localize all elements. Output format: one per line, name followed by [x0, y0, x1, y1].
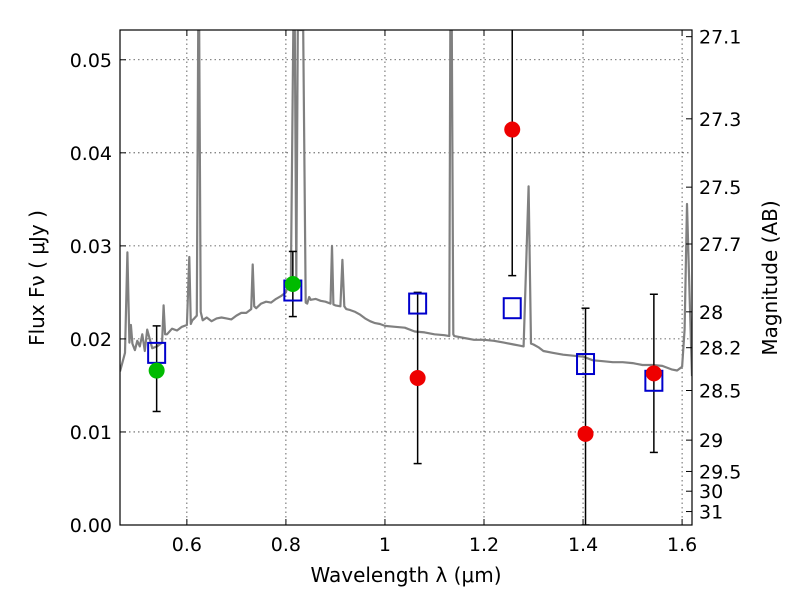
data-point-layer [148, 121, 662, 442]
x-axis-ticks: 0.6 0.8 1 1.2 1.4 1.6 [172, 30, 697, 556]
x-tick-label-0: 0.6 [172, 534, 202, 556]
red-points-point-3 [645, 365, 662, 382]
mag-tick-label-8: 29.5 [699, 461, 741, 483]
x-tick-label-3: 1.2 [469, 534, 499, 556]
mag-tick-label-9: 30 [699, 481, 723, 503]
y-tick-label-2: 0.02 [70, 329, 112, 351]
red-points-point-0 [409, 369, 426, 386]
x-tick-label-5: 1.6 [667, 534, 697, 556]
green-points-point-1 [284, 276, 301, 293]
y-axis-ticks: 0.00 0.01 0.02 0.03 0.04 0.05 [70, 50, 126, 537]
y-tick-label-5: 0.05 [70, 50, 112, 72]
mag-tick-label-1: 27.3 [699, 109, 741, 131]
red-points-point-2 [577, 425, 594, 442]
model-box-4 [576, 353, 596, 376]
model-box-2 [408, 292, 428, 315]
mag-tick-label-2: 27.5 [699, 177, 741, 199]
y-tick-label-4: 0.04 [70, 143, 112, 165]
mag-tick-label-0: 27.1 [699, 27, 741, 49]
right-axis-label: Magnitude (AB) [758, 200, 782, 355]
mag-tick-label-6: 28.5 [699, 381, 741, 403]
y-tick-label-3: 0.03 [70, 236, 112, 258]
model-box-3 [502, 297, 522, 320]
spectrum-line [120, 30, 692, 377]
x-tick-label-2: 1 [379, 534, 391, 556]
x-tick-label-1: 0.8 [271, 534, 301, 556]
y-axis-label: Flux Fν ( μJy ) [25, 210, 49, 346]
x-axis-label: Wavelength λ (μm) [310, 563, 501, 587]
x-tick-label-4: 1.4 [568, 534, 598, 556]
y-tick-label-0: 0.00 [70, 515, 112, 537]
y-tick-label-1: 0.01 [70, 422, 112, 444]
grid-lines [120, 30, 692, 526]
mag-tick-label-3: 27.7 [699, 234, 741, 256]
plot-frame [119, 29, 693, 526]
mag-tick-label-5: 28.2 [699, 338, 741, 360]
mag-tick-label-4: 28 [699, 302, 723, 324]
green-points-point-0 [148, 362, 165, 379]
red-points-point-1 [504, 121, 521, 138]
mag-tick-label-7: 29 [699, 430, 723, 452]
spectrum-layer [120, 30, 692, 377]
mag-tick-label-10: 31 [699, 502, 723, 524]
